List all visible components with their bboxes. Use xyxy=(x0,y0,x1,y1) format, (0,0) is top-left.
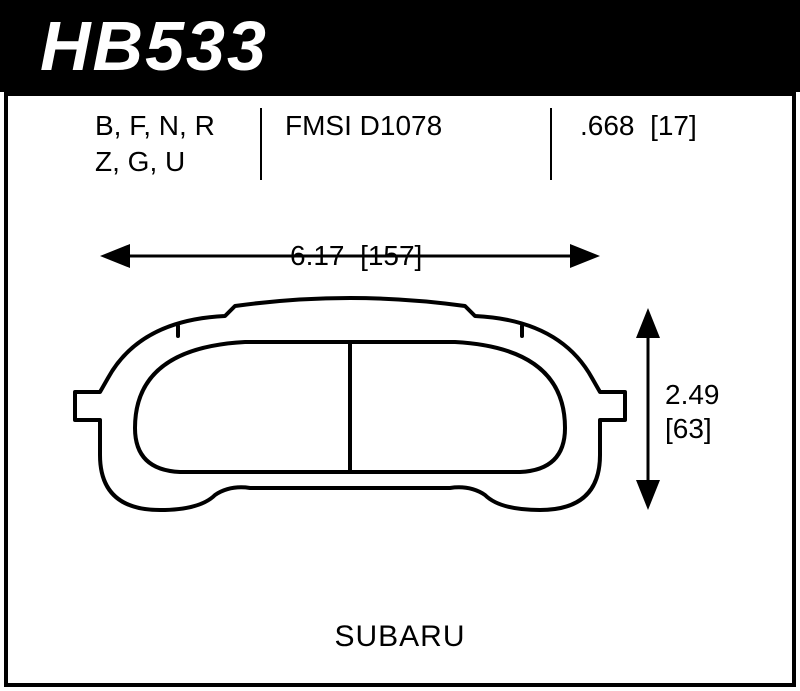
height-arrow xyxy=(636,308,660,510)
width-arrow xyxy=(100,244,600,268)
brake-pad-outline xyxy=(75,298,625,510)
diagram-svg xyxy=(0,0,800,691)
page: HB533 B, F, N, R Z, G, U FMSI D1078 .668… xyxy=(0,0,800,691)
